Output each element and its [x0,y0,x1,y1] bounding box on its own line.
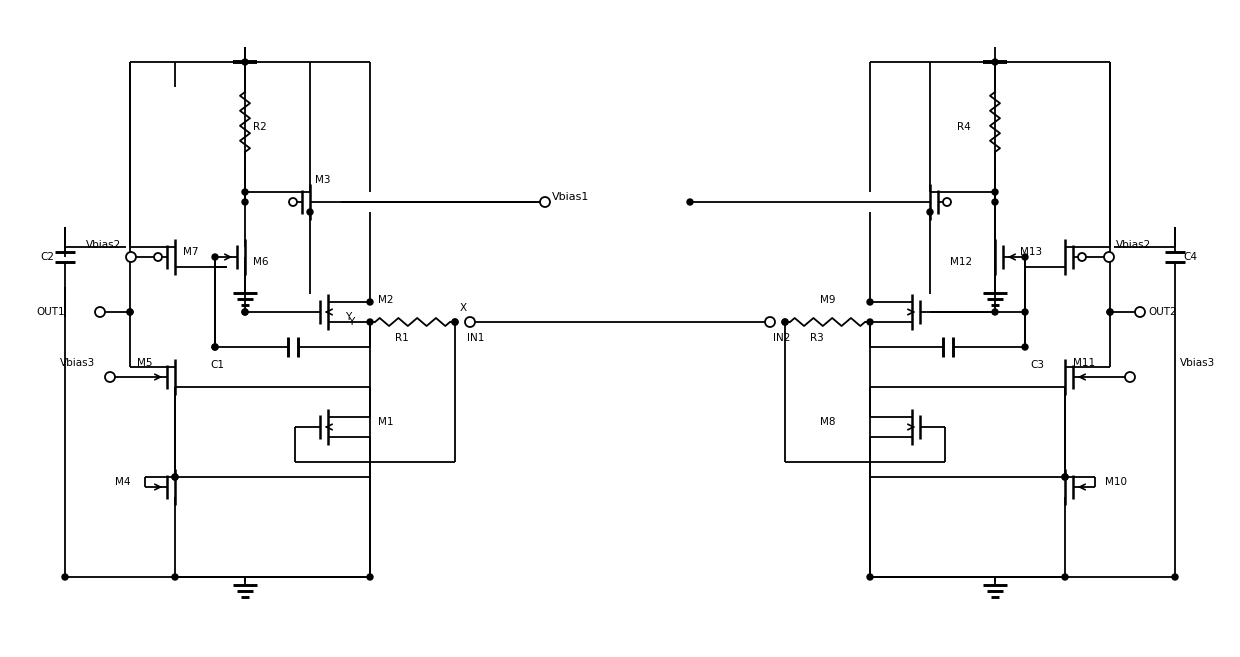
Circle shape [453,319,458,325]
Text: M1: M1 [378,417,393,427]
Text: Vbias2: Vbias2 [1116,240,1151,250]
Circle shape [942,198,951,206]
Text: Vbias3: Vbias3 [1180,358,1215,368]
Text: C3: C3 [1030,360,1044,370]
Text: M8: M8 [820,417,836,427]
Circle shape [1104,252,1114,262]
Text: M13: M13 [1021,247,1042,257]
Circle shape [1078,253,1086,261]
Text: R2: R2 [253,122,267,132]
Circle shape [126,309,133,315]
Text: OUT2: OUT2 [1148,307,1177,317]
Circle shape [367,574,373,580]
Circle shape [1061,474,1068,480]
Circle shape [95,307,105,317]
Circle shape [212,344,218,350]
Circle shape [172,474,179,480]
Text: M10: M10 [1105,477,1127,487]
Text: IN2: IN2 [773,333,790,343]
Circle shape [992,199,998,205]
Circle shape [367,299,373,305]
Circle shape [687,199,693,205]
Text: C1: C1 [210,360,224,370]
Circle shape [242,199,248,205]
Circle shape [765,317,775,327]
Circle shape [1022,309,1028,315]
Text: M5: M5 [136,358,153,368]
Circle shape [992,189,998,195]
Circle shape [1135,307,1145,317]
Text: X: X [460,303,467,313]
Text: M3: M3 [315,175,331,185]
Text: M11: M11 [1073,358,1095,368]
Text: Vbias1: Vbias1 [552,192,589,202]
Text: M6: M6 [253,257,269,267]
Text: Y: Y [348,317,355,327]
Text: M4: M4 [115,477,130,487]
Circle shape [867,574,873,580]
Text: R3: R3 [810,333,823,343]
Circle shape [126,309,133,315]
Circle shape [172,574,179,580]
Circle shape [62,574,68,580]
Circle shape [1125,372,1135,382]
Circle shape [242,309,248,315]
Text: C4: C4 [1183,252,1197,262]
Circle shape [992,59,998,65]
Circle shape [105,372,115,382]
Circle shape [782,319,787,325]
Circle shape [867,319,873,325]
Circle shape [453,319,458,325]
Circle shape [367,319,373,325]
Circle shape [1022,344,1028,350]
Circle shape [1172,574,1178,580]
Circle shape [782,319,787,325]
Text: M12: M12 [950,257,972,267]
Circle shape [126,252,136,262]
Circle shape [1107,309,1114,315]
Text: M2: M2 [378,295,393,305]
Circle shape [242,59,248,65]
Circle shape [289,198,298,206]
Circle shape [867,299,873,305]
Circle shape [242,189,248,195]
Circle shape [212,344,218,350]
Circle shape [539,197,551,207]
Circle shape [1061,474,1068,480]
Circle shape [242,309,248,315]
Text: C2: C2 [40,252,55,262]
Text: R1: R1 [396,333,409,343]
Text: M9: M9 [820,295,836,305]
Circle shape [308,209,312,215]
Text: M7: M7 [184,247,198,257]
Circle shape [1022,254,1028,260]
Circle shape [154,253,162,261]
Text: OUT1: OUT1 [36,307,64,317]
Text: R4: R4 [957,122,971,132]
Text: IN1: IN1 [467,333,485,343]
Circle shape [1061,574,1068,580]
Circle shape [212,254,218,260]
Circle shape [1107,309,1114,315]
Circle shape [928,209,932,215]
Text: Vbias2: Vbias2 [86,240,122,250]
Circle shape [465,317,475,327]
Text: Vbias3: Vbias3 [60,358,95,368]
Text: Y: Y [345,312,351,322]
Circle shape [992,309,998,315]
Circle shape [172,474,179,480]
